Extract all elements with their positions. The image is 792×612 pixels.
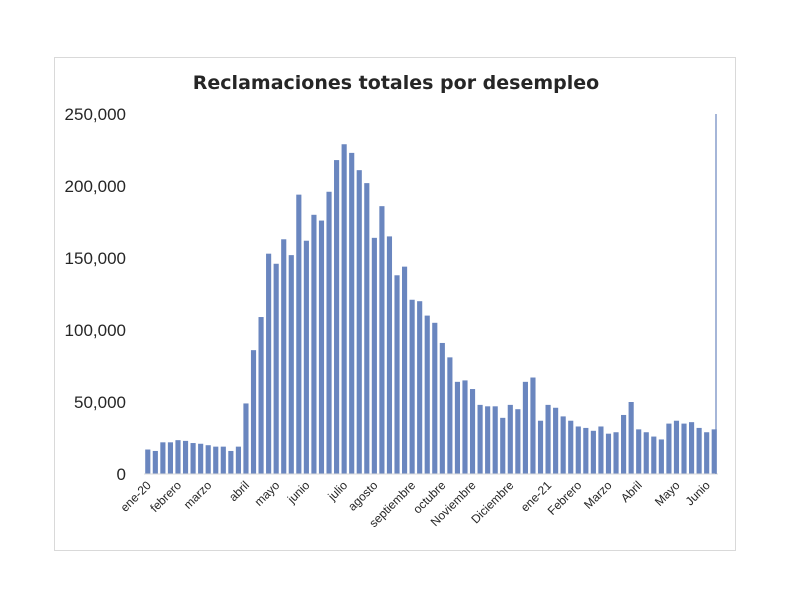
bar-58 bbox=[583, 427, 589, 474]
bar-66 bbox=[643, 432, 649, 474]
bar-71 bbox=[681, 423, 687, 474]
bar-60 bbox=[598, 426, 604, 474]
bar-28 bbox=[356, 170, 362, 474]
bar-10 bbox=[220, 446, 226, 474]
bar-25 bbox=[334, 160, 340, 474]
bar-68 bbox=[658, 439, 664, 474]
y-tick-label: 50,000 bbox=[74, 393, 126, 412]
y-axis-tick-labels: 0 50,000 100,000 150,000 200,000 250,000 bbox=[65, 105, 126, 484]
bar-13 bbox=[243, 403, 249, 474]
bar-57 bbox=[575, 426, 581, 474]
bar-43 bbox=[469, 389, 476, 474]
bar-49 bbox=[515, 409, 521, 474]
bar-53 bbox=[545, 404, 551, 474]
bar-50 bbox=[522, 381, 528, 474]
bar-61 bbox=[605, 433, 612, 474]
bar-15 bbox=[258, 317, 264, 474]
bar-11 bbox=[228, 450, 234, 474]
bar-26 bbox=[341, 144, 347, 475]
x-tick-label: julio bbox=[325, 478, 351, 504]
y-tick-label: 200,000 bbox=[65, 177, 126, 196]
bar-24 bbox=[326, 191, 332, 474]
bar-17 bbox=[273, 263, 279, 474]
x-tick-label: mayo bbox=[252, 478, 283, 509]
bar-37 bbox=[424, 315, 430, 474]
bar-12 bbox=[235, 446, 241, 474]
bar-45 bbox=[485, 406, 491, 474]
y-tick-label: 250,000 bbox=[65, 105, 126, 124]
bar-36 bbox=[417, 301, 423, 474]
y-tick-label: 100,000 bbox=[65, 321, 126, 340]
bar-14 bbox=[250, 350, 257, 474]
bar-0 bbox=[145, 449, 151, 474]
bar-3 bbox=[167, 442, 174, 474]
bar-19 bbox=[288, 255, 294, 474]
bar-70 bbox=[673, 420, 680, 474]
bar-56 bbox=[568, 420, 574, 474]
bar-5 bbox=[182, 440, 189, 474]
bar-72 bbox=[689, 422, 695, 474]
bar-73 bbox=[696, 427, 702, 474]
bar-41 bbox=[454, 381, 461, 474]
bar-75 bbox=[711, 429, 717, 474]
bar-62 bbox=[613, 432, 619, 474]
bar-40 bbox=[447, 357, 453, 474]
bar-27 bbox=[349, 152, 355, 474]
bar-59 bbox=[590, 430, 596, 474]
bar-1 bbox=[152, 450, 158, 474]
x-tick-label: Abril bbox=[618, 478, 645, 505]
bar-29 bbox=[364, 183, 370, 474]
bar-46 bbox=[492, 406, 498, 474]
x-tick-label: Marzo bbox=[581, 478, 615, 512]
bar-74 bbox=[704, 432, 710, 474]
x-tick-label: agosto bbox=[345, 478, 381, 514]
chart-title: Reclamaciones totales por desempleo bbox=[192, 72, 600, 94]
bar-51 bbox=[530, 377, 536, 474]
x-tick-label: abril bbox=[226, 478, 252, 504]
x-tick-label: marzo bbox=[181, 478, 215, 512]
bar-4 bbox=[175, 440, 181, 474]
bar-69 bbox=[666, 423, 672, 474]
bar-7 bbox=[198, 443, 204, 474]
bar-67 bbox=[651, 436, 657, 474]
bar-18 bbox=[281, 239, 287, 474]
bar-35 bbox=[409, 299, 415, 474]
bar-22 bbox=[311, 214, 317, 475]
bars-group bbox=[145, 144, 717, 475]
y-tick-label: 150,000 bbox=[65, 249, 126, 268]
x-tick-label: Junio bbox=[683, 478, 713, 508]
bar-31 bbox=[379, 206, 385, 474]
bar-6 bbox=[190, 443, 196, 474]
bar-20 bbox=[296, 194, 302, 474]
bar-9 bbox=[213, 446, 219, 474]
bar-64 bbox=[628, 402, 634, 474]
bar-42 bbox=[462, 380, 468, 474]
bar-38 bbox=[432, 322, 438, 474]
bar-30 bbox=[371, 237, 377, 474]
y-tick-label: 0 bbox=[117, 465, 126, 484]
bar-48 bbox=[507, 404, 513, 474]
bar-39 bbox=[439, 342, 445, 474]
bar-54 bbox=[553, 407, 559, 474]
bar-33 bbox=[394, 275, 400, 474]
bar-63 bbox=[621, 414, 627, 474]
bar-52 bbox=[537, 420, 544, 474]
bar-21 bbox=[303, 240, 309, 474]
bar-16 bbox=[266, 253, 272, 474]
bar-32 bbox=[386, 236, 393, 474]
bar-2 bbox=[160, 442, 166, 474]
x-tick-label: junio bbox=[284, 478, 313, 507]
bar-55 bbox=[560, 416, 566, 474]
bar-65 bbox=[636, 429, 642, 474]
bar-8 bbox=[205, 445, 211, 474]
bar-47 bbox=[500, 417, 506, 474]
bar-44 bbox=[477, 404, 483, 474]
x-tick-label: Mayo bbox=[652, 478, 683, 509]
x-tick-label: Febrero bbox=[545, 478, 585, 518]
bar-34 bbox=[402, 266, 408, 474]
x-tick-label: febrero bbox=[147, 478, 184, 515]
bar-23 bbox=[318, 220, 325, 474]
